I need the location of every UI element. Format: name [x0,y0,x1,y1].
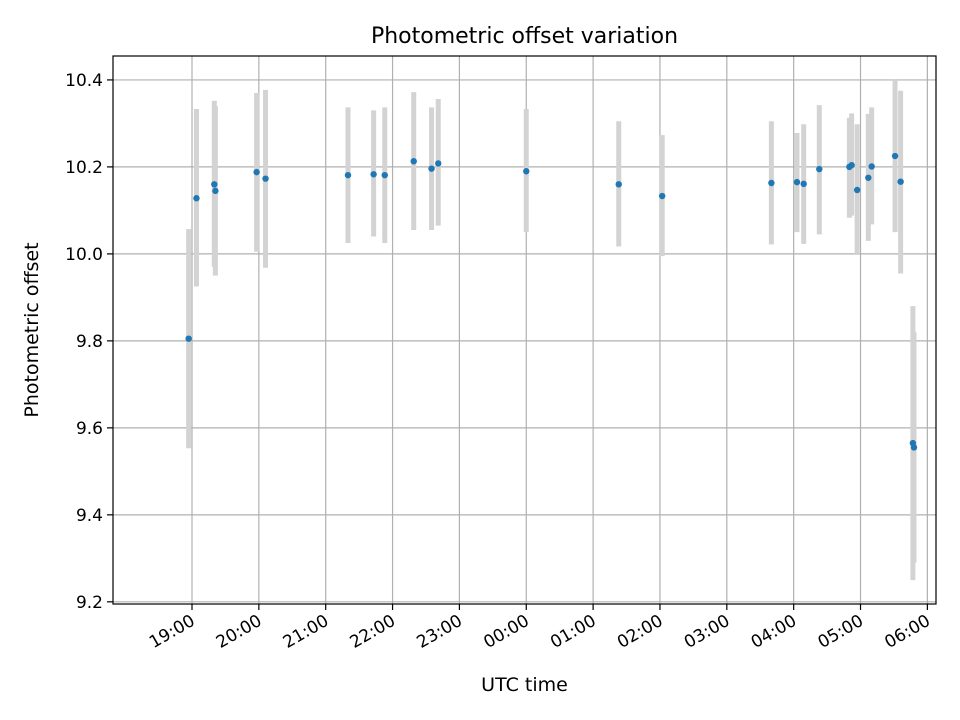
data-point [253,168,260,176]
y-tick-label: 9.6 [76,419,103,439]
data-point [658,192,666,200]
data-point [344,171,352,179]
y-tick-label: 9.4 [76,506,103,526]
y-axis-label: Photometric offset [21,242,43,417]
data-point [793,178,801,186]
data-point [910,444,918,451]
data-point [523,168,530,175]
data-point [212,187,219,195]
data-point [211,181,218,188]
data-point [193,195,200,202]
data-point [381,171,388,179]
data-point [262,175,269,182]
data-point [853,186,861,194]
data-point [816,165,823,173]
y-axis-ticks: 9.2 9.4 9.6 9.8 10.0 10.2 10.4 [65,71,113,613]
data-points [185,152,918,451]
data-point [891,152,899,160]
x-axis-label: UTC time [481,674,568,696]
data-point [428,165,435,172]
data-point [410,158,417,165]
y-tick-label: 10.4 [65,71,103,91]
data-point [435,160,442,167]
data-point [370,171,377,178]
data-point [865,174,872,181]
data-point [848,161,855,169]
data-point [768,179,775,187]
data-point [897,178,904,185]
data-point [800,180,807,188]
y-tick-label: 9.2 [76,593,103,613]
y-tick-label: 9.8 [76,332,103,352]
y-tick-label: 10.0 [65,245,103,265]
data-point [868,163,875,170]
axes-frame [112,55,937,605]
chart-title: Photometric offset variation [371,24,678,49]
data-point [615,181,622,188]
data-point [185,335,192,342]
y-tick-label: 10.2 [65,158,103,178]
